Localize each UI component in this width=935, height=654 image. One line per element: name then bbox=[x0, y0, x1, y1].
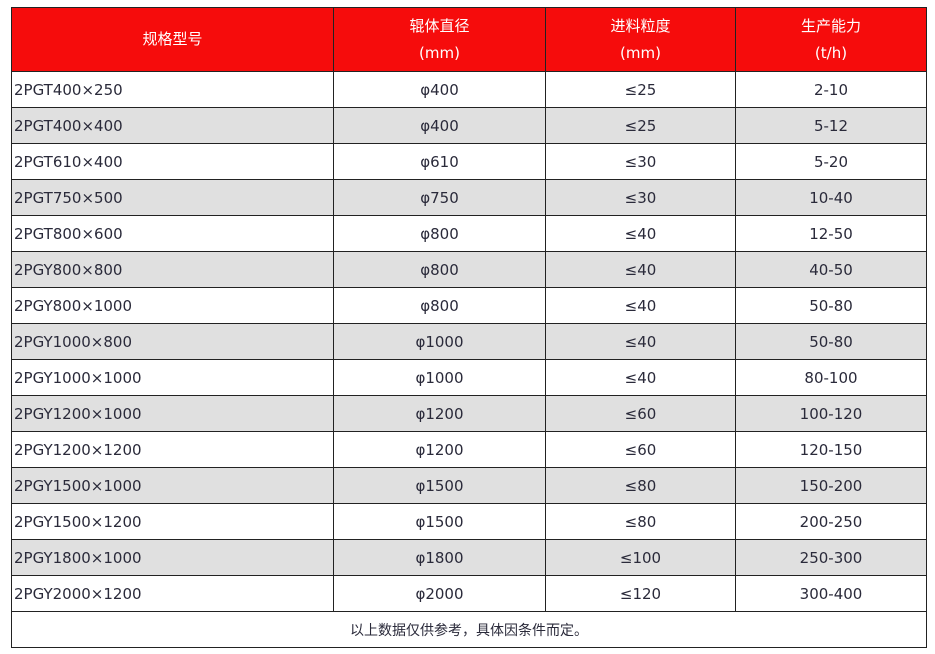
roller-diameter-cell: φ1000 bbox=[333, 323, 546, 360]
header-label: 规格型号 bbox=[142, 30, 203, 48]
model-cell: 2PGT400×250 bbox=[11, 71, 334, 108]
header-unit: (mm) bbox=[620, 43, 661, 62]
capacity-cell: 5-12 bbox=[735, 107, 927, 144]
roller-diameter-cell: φ2000 bbox=[333, 575, 546, 612]
roller-diameter-cell: φ800 bbox=[333, 287, 546, 324]
model-cell: 2PGT750×500 bbox=[11, 179, 334, 216]
feed-size-cell: ≤25 bbox=[545, 107, 736, 144]
table-row: 2PGY1000×1000 φ1000 ≤40 80-100 bbox=[11, 359, 927, 396]
feed-size-cell: ≤40 bbox=[545, 359, 736, 396]
feed-size-cell: ≤40 bbox=[545, 323, 736, 360]
capacity-cell: 2-10 bbox=[735, 71, 927, 108]
roller-diameter-cell: φ1800 bbox=[333, 539, 546, 576]
feed-size-cell: ≤120 bbox=[545, 575, 736, 612]
roller-diameter-cell: φ1000 bbox=[333, 359, 546, 396]
model-cell: 2PGT800×600 bbox=[11, 215, 334, 252]
model-cell: 2PGY1500×1200 bbox=[11, 503, 334, 540]
capacity-cell: 10-40 bbox=[735, 179, 927, 216]
table-row: 2PGT610×400 φ610 ≤30 5-20 bbox=[11, 143, 927, 180]
model-cell: 2PGT400×400 bbox=[11, 107, 334, 144]
table-row: 2PGY2000×1200 φ2000 ≤120 300-400 bbox=[11, 575, 927, 612]
model-cell: 2PGY800×800 bbox=[11, 251, 334, 288]
header-label: 辊体直径 bbox=[409, 16, 470, 35]
feed-size-cell: ≤60 bbox=[545, 395, 736, 432]
roller-diameter-cell: φ400 bbox=[333, 71, 546, 108]
feed-size-cell: ≤80 bbox=[545, 503, 736, 540]
model-cell: 2PGY1200×1200 bbox=[11, 431, 334, 468]
roller-diameter-cell: φ400 bbox=[333, 107, 546, 144]
roller-diameter-cell: φ610 bbox=[333, 143, 546, 180]
model-cell: 2PGY800×1000 bbox=[11, 287, 334, 324]
header-cell: 生产能力 (t/h) bbox=[735, 7, 927, 72]
capacity-cell: 250-300 bbox=[735, 539, 927, 576]
table-row: 2PGY800×1000 φ800 ≤40 50-80 bbox=[11, 287, 927, 324]
roller-diameter-cell: φ800 bbox=[333, 251, 546, 288]
table-row: 2PGY800×800 φ800 ≤40 40-50 bbox=[11, 251, 927, 288]
table-row: 2PGY1800×1000 φ1800 ≤100 250-300 bbox=[11, 539, 927, 576]
table-row: 2PGY1500×1000 φ1500 ≤80 150-200 bbox=[11, 467, 927, 504]
roller-diameter-cell: φ750 bbox=[333, 179, 546, 216]
model-cell: 2PGY2000×1200 bbox=[11, 575, 334, 612]
header-label: 进料粒度 bbox=[610, 16, 671, 35]
table-row: 2PGT800×600 φ800 ≤40 12-50 bbox=[11, 215, 927, 252]
model-cell: 2PGY1000×800 bbox=[11, 323, 334, 360]
header-unit: (t/h) bbox=[814, 43, 848, 62]
capacity-cell: 40-50 bbox=[735, 251, 927, 288]
capacity-cell: 12-50 bbox=[735, 215, 927, 252]
feed-size-cell: ≤80 bbox=[545, 467, 736, 504]
header-cell: 规格型号 bbox=[11, 7, 334, 72]
table-row: 2PGT750×500 φ750 ≤30 10-40 bbox=[11, 179, 927, 216]
note-text: 以上数据仅供参考，具体因条件而定。 bbox=[11, 611, 927, 648]
feed-size-cell: ≤25 bbox=[545, 71, 736, 108]
table-row: 2PGT400×400 φ400 ≤25 5-12 bbox=[11, 107, 927, 144]
capacity-cell: 50-80 bbox=[735, 287, 927, 324]
model-cell: 2PGY1200×1000 bbox=[11, 395, 334, 432]
feed-size-cell: ≤30 bbox=[545, 143, 736, 180]
roller-diameter-cell: φ1200 bbox=[333, 395, 546, 432]
table-row: 2PGY1500×1200 φ1500 ≤80 200-250 bbox=[11, 503, 927, 540]
feed-size-cell: ≤40 bbox=[545, 251, 736, 288]
header-unit: (mm) bbox=[419, 43, 460, 62]
model-cell: 2PGY1500×1000 bbox=[11, 467, 334, 504]
header-cell: 辊体直径 (mm) bbox=[333, 7, 546, 72]
feed-size-cell: ≤40 bbox=[545, 215, 736, 252]
model-cell: 2PGY1800×1000 bbox=[11, 539, 334, 576]
feed-size-cell: ≤40 bbox=[545, 287, 736, 324]
header-cell: 进料粒度 (mm) bbox=[545, 7, 736, 72]
table-row: 2PGY1200×1200 φ1200 ≤60 120-150 bbox=[11, 431, 927, 468]
table-row: 2PGT400×250 φ400 ≤25 2-10 bbox=[11, 71, 927, 108]
model-cell: 2PGT610×400 bbox=[11, 143, 334, 180]
header-label: 生产能力 bbox=[800, 16, 861, 35]
table-row: 2PGY1200×1000 φ1200 ≤60 100-120 bbox=[11, 395, 927, 432]
feed-size-cell: ≤60 bbox=[545, 431, 736, 468]
capacity-cell: 100-120 bbox=[735, 395, 927, 432]
roller-diameter-cell: φ1500 bbox=[333, 467, 546, 504]
capacity-cell: 80-100 bbox=[735, 359, 927, 396]
capacity-cell: 150-200 bbox=[735, 467, 927, 504]
spec-table: 规格型号 辊体直径 (mm) 进料粒度 (mm) 生产能力 (t/h) 2PGT400×25… bbox=[11, 7, 927, 648]
note-row: 以上数据仅供参考，具体因条件而定。 bbox=[11, 611, 927, 648]
capacity-cell: 5-20 bbox=[735, 143, 927, 180]
model-cell: 2PGY1000×1000 bbox=[11, 359, 334, 396]
capacity-cell: 300-400 bbox=[735, 575, 927, 612]
header-row: 规格型号 辊体直径 (mm) 进料粒度 (mm) 生产能力 (t/h) bbox=[11, 7, 927, 72]
capacity-cell: 120-150 bbox=[735, 431, 927, 468]
roller-diameter-cell: φ800 bbox=[333, 215, 546, 252]
roller-diameter-cell: φ1500 bbox=[333, 503, 546, 540]
table-row: 2PGY1000×800 φ1000 ≤40 50-80 bbox=[11, 323, 927, 360]
capacity-cell: 200-250 bbox=[735, 503, 927, 540]
feed-size-cell: ≤30 bbox=[545, 179, 736, 216]
capacity-cell: 50-80 bbox=[735, 323, 927, 360]
feed-size-cell: ≤100 bbox=[545, 539, 736, 576]
roller-diameter-cell: φ1200 bbox=[333, 431, 546, 468]
